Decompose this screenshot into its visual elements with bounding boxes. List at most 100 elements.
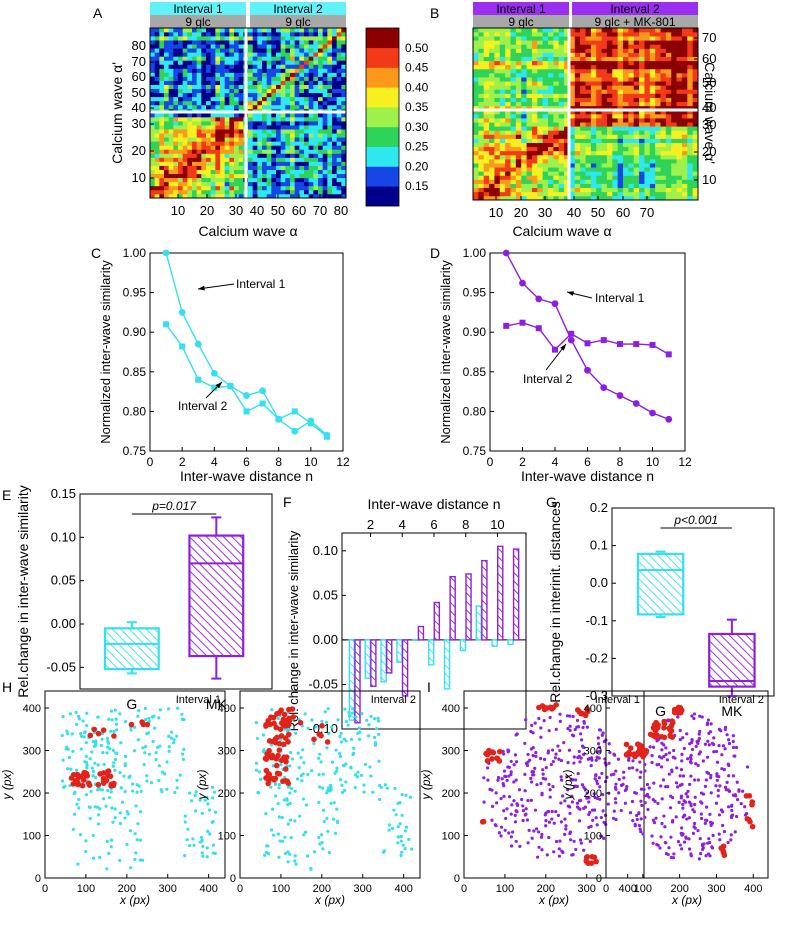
x-tick-label: 4 <box>211 455 218 469</box>
heatmap-cell <box>266 193 272 199</box>
heatmap-cell <box>553 171 560 176</box>
heatmap-cell <box>252 193 258 199</box>
heatmap-cell <box>574 85 581 90</box>
panel-label-f: F <box>283 494 292 510</box>
heatmap-cell <box>238 72 244 77</box>
heatmap-cell <box>660 93 667 98</box>
heatmap-cell <box>154 52 160 57</box>
heatmap-cell <box>499 179 506 184</box>
heatmap-cell <box>569 159 576 164</box>
heatmap-cell <box>671 109 677 115</box>
heatmap-cell <box>692 138 699 143</box>
heatmap-cell <box>187 169 193 175</box>
heatmap-cell <box>285 92 291 98</box>
scatter-point <box>515 732 519 736</box>
heatmap-cell <box>285 88 291 94</box>
heatmap-cell <box>590 40 597 45</box>
scatter-point <box>263 853 267 857</box>
heatmap-cell <box>606 134 613 139</box>
heatmap-cell <box>623 81 629 86</box>
scatter-point <box>398 822 402 826</box>
scatter-point <box>182 747 186 751</box>
scatter-point <box>596 736 600 740</box>
heatmap-cell <box>692 77 699 82</box>
heatmap-cell <box>285 48 291 53</box>
heatmap-cell <box>201 185 207 191</box>
heatmap-cell <box>478 36 485 41</box>
heatmap-cell <box>229 64 235 69</box>
heatmap-cell <box>304 149 309 154</box>
heatmap-cell <box>606 163 613 168</box>
heatmap-cell <box>483 56 490 62</box>
heatmap-cell <box>187 121 193 126</box>
heatmap-cell <box>644 85 651 90</box>
heatmap-cell <box>285 72 291 77</box>
y-axis-label: Rel.change in interinit. distances <box>547 501 563 703</box>
heatmap-cell <box>308 121 314 126</box>
heatmap-cell <box>574 130 581 135</box>
heatmap-cell <box>173 28 179 33</box>
heatmap-cell <box>665 44 672 49</box>
heatmap-cell <box>313 153 319 158</box>
scatter-point <box>606 802 610 806</box>
heatmap-cell <box>521 48 527 53</box>
scatter-point-red <box>489 756 495 762</box>
heatmap-cell <box>633 150 640 156</box>
heatmap-cell <box>290 181 295 187</box>
heatmap-cell <box>182 161 188 166</box>
scatter-point <box>293 859 297 863</box>
scatter-point <box>93 761 97 765</box>
heatmap-cell <box>671 171 677 176</box>
header-a-interval1 <box>150 2 246 15</box>
scatter-point <box>259 777 263 781</box>
scatter-point <box>205 855 209 859</box>
heatmap-cell <box>505 195 511 201</box>
heatmap-cell <box>229 104 235 110</box>
heatmap-cell <box>187 181 193 187</box>
bar-G <box>459 639 467 652</box>
heatmap-cell <box>580 89 586 94</box>
heatmap-cell <box>294 185 300 191</box>
scatter-point <box>276 716 280 721</box>
heatmap-cell <box>617 154 624 160</box>
heatmap-cell <box>687 154 693 160</box>
heatmap-cell <box>332 165 337 170</box>
heatmap-cell <box>187 145 193 150</box>
x-tick-label: 8 <box>462 517 469 532</box>
heatmap-cell <box>606 146 613 152</box>
heatmap-b: Interval 1 Interval 2 9 glc 9 glc + MK-8… <box>472 2 718 239</box>
heatmap-cell <box>676 48 683 53</box>
scatter-point <box>530 723 534 727</box>
heatmap-cell <box>558 105 565 111</box>
heatmap-cell <box>252 165 258 170</box>
heatmap-cell <box>206 157 211 162</box>
heatmap-cell <box>332 80 337 85</box>
heatmap-cell <box>644 60 651 66</box>
scatter-point <box>488 787 492 791</box>
scatter-point <box>277 782 282 787</box>
scatter-point <box>499 825 504 829</box>
heatmap-cell <box>215 117 221 122</box>
heatmap-cell <box>285 125 291 130</box>
heatmap-cell <box>182 76 188 81</box>
heatmap-cell <box>285 129 291 134</box>
heatmap-cell <box>238 137 244 142</box>
scatter-point <box>506 765 510 769</box>
heatmap-cell <box>210 177 216 183</box>
heatmap-cell <box>681 32 688 37</box>
colorbar: 0.150.200.250.300.350.400.450.50 <box>365 27 429 207</box>
heatmap-cell <box>515 114 522 119</box>
heatmap-cell <box>633 81 640 86</box>
heatmap-cell <box>304 113 309 118</box>
heatmap-cell <box>276 60 281 65</box>
scatter-point <box>564 827 568 831</box>
heatmap-cell <box>271 181 277 187</box>
scatter-point-red <box>75 780 81 787</box>
heatmap-cell <box>655 179 661 184</box>
heatmap-cell <box>505 64 511 70</box>
data-point-circle <box>665 415 673 423</box>
heatmap-cell <box>262 141 267 146</box>
heatmap-cell <box>569 150 576 156</box>
colorbar-tick-label: 0.35 <box>405 100 429 114</box>
heatmap-cell <box>692 171 699 176</box>
